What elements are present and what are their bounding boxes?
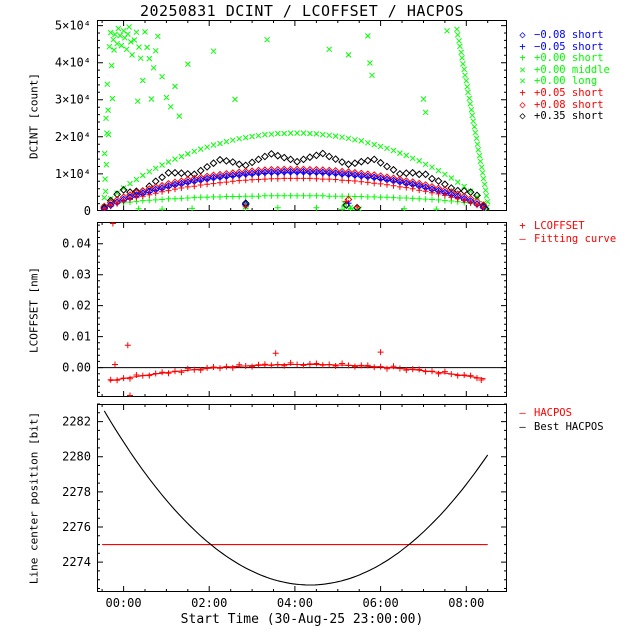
legend-label: +0.05 short <box>534 86 604 99</box>
legend-label: Fitting curve <box>534 233 617 245</box>
legend-marker-icon: — <box>519 407 526 419</box>
hacpos-curve <box>103 410 489 586</box>
legend-item: — Best HACPOS <box>516 420 604 434</box>
hacpos-legend: — HACPOS — Best HACPOS <box>516 406 604 434</box>
lcoffset-y-tick-label: 0.02 <box>62 299 91 313</box>
x-tick-label: 06:00 <box>362 596 399 610</box>
dcint-y-tick-label: 4×10⁴ <box>55 56 91 70</box>
legend-label: LCOFFSET <box>534 220 585 232</box>
legend-item: ◇ +0.08 short <box>516 98 610 112</box>
dcint-legend: ◇ −0.08 short + −0.05 short + +0.00 short ✕ +0.… <box>516 29 610 123</box>
lcoffset-y-tick-label: 0.03 <box>62 268 91 282</box>
legend-item: — Fitting curve <box>516 233 616 246</box>
dcint-data-area <box>100 24 491 211</box>
dcint-y-tick-label: 1×10⁴ <box>55 167 91 181</box>
legend-item: + +0.05 short <box>516 86 610 100</box>
hacpos-y-tick-label: 2282 <box>62 415 91 429</box>
series-+0.35-short <box>100 149 490 211</box>
legend-marker-icon: — <box>519 421 526 433</box>
legend-item: — HACPOS <box>516 406 604 420</box>
x-axis-label: Start Time (30-Aug-25 23:00:00) <box>180 612 424 627</box>
dcint-y-tick-label: 0 <box>84 204 91 218</box>
dcint-y-tick-label: 2×10⁴ <box>55 130 91 144</box>
dcint-axes-box <box>97 20 507 211</box>
legend-marker-icon: — <box>519 233 526 245</box>
legend-marker-icon: + <box>519 220 526 232</box>
hacpos-ticks <box>97 403 507 592</box>
legend-marker-icon: ✕ <box>519 63 526 76</box>
x-tick-label: 08:00 <box>448 596 485 610</box>
hacpos-y-tick-label: 2274 <box>62 555 91 569</box>
lcoffset-y-tick-label: 0.01 <box>62 330 91 344</box>
series-+0.05-short <box>101 175 487 211</box>
legend-label: +0.00 long <box>534 75 598 88</box>
series--0.05-short <box>101 169 487 211</box>
legend-item: + +0.00 short <box>516 53 610 65</box>
legend-label: −0.05 short <box>534 40 604 53</box>
hacpos-data-area <box>102 410 489 586</box>
legend-item: + LCOFFSET <box>516 220 616 233</box>
legend-item: ◇ +0.35 short <box>516 111 610 123</box>
lcoffset-axes-box <box>97 222 507 397</box>
legend-label: +0.00 short <box>534 52 604 65</box>
series-lcoffset-scatter <box>107 222 485 397</box>
x-tick-label: 02:00 <box>191 596 228 610</box>
dcint-y-tick-label: 3×10⁴ <box>55 93 91 107</box>
hacpos-y-tick-label: 2278 <box>62 485 91 499</box>
lcoffset-y-tick-label: 0.04 <box>62 237 91 251</box>
lcoffset-y-tick-label: 0.00 <box>62 361 91 375</box>
legend-item: ◇ −0.08 short <box>516 29 610 42</box>
legend-label: HACPOS <box>534 407 572 419</box>
x-tick-label: 04:00 <box>276 596 313 610</box>
legend-marker-icon: ◇ <box>519 110 526 123</box>
legend-marker-icon: + <box>519 52 526 65</box>
x-tick-label: 00:00 <box>105 596 142 610</box>
legend-label: Best HACPOS <box>534 421 604 433</box>
lcoffset-data-area <box>97 222 507 397</box>
hacpos-y-tick-label: 2280 <box>62 450 91 464</box>
legend-item: + −0.05 short <box>516 40 610 54</box>
hacpos-y-tick-label: 2276 <box>62 520 91 534</box>
legend-item: ✕ +0.00 long <box>516 76 610 88</box>
legend-item: ✕ +0.00 middle <box>516 63 610 77</box>
legend-marker-icon: + <box>519 40 526 53</box>
dcint-y-tick-label: 5×10⁴ <box>55 19 91 33</box>
legend-label: +0.00 middle <box>534 63 610 76</box>
legend-marker-icon: + <box>519 86 526 99</box>
legend-marker-icon: ✕ <box>519 75 526 88</box>
legend-label: −0.08 short <box>534 29 604 41</box>
hacpos-axes-box <box>97 404 507 592</box>
legend-marker-icon: ◇ <box>519 29 526 41</box>
legend-label: +0.08 short <box>534 98 604 111</box>
legend-label: +0.35 short <box>534 110 604 123</box>
series-+0.00-long <box>101 24 491 205</box>
legend-marker-icon: ◇ <box>519 98 526 111</box>
lcoffset-legend: + LCOFFSET — Fitting curve <box>516 220 616 246</box>
chart-title: 20250831 DCINT / LCOFFSET / HACPOS <box>139 2 465 20</box>
lcoffset-ticks <box>97 222 507 397</box>
